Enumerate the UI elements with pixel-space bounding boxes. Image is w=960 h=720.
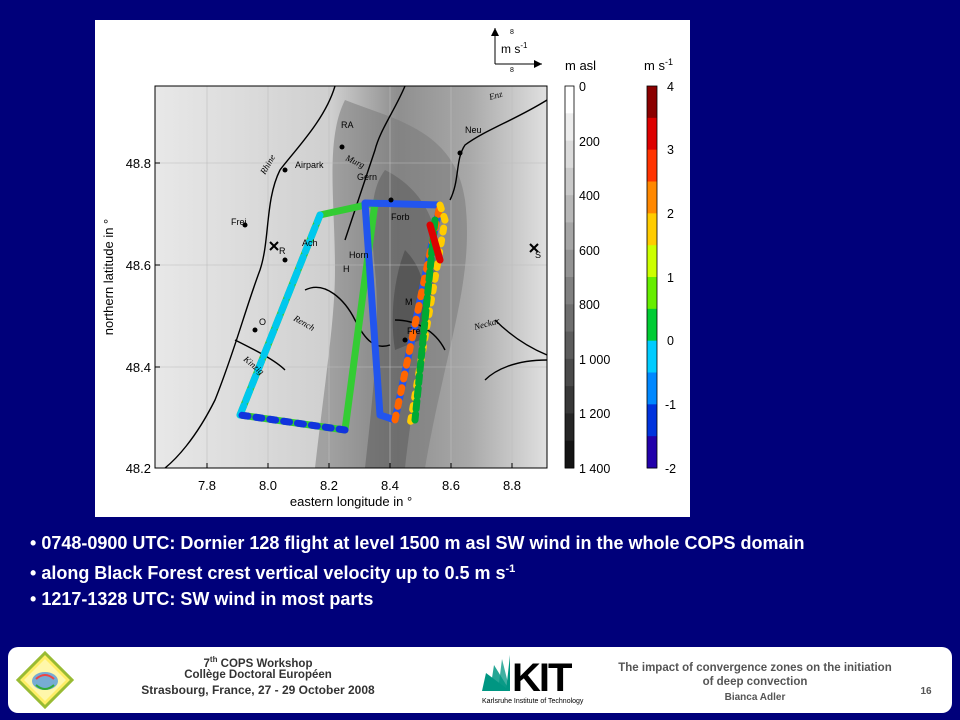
velocity-colorbar-segment [647, 372, 657, 405]
x-tick-label: 8.6 [442, 478, 460, 493]
height-tick-label: 600 [579, 244, 600, 258]
x-tick-label: 8.4 [381, 478, 399, 493]
footer-bar: 7th COPS Workshop Collège Doctoral Europ… [8, 647, 952, 713]
velocity-tick-label: 2 [667, 207, 674, 221]
height-colorbar-segment [565, 222, 574, 251]
y-tick-label: 48.2 [126, 461, 151, 476]
svg-text:O: O [259, 317, 266, 327]
svg-text:R: R [279, 246, 286, 256]
height-colorbar-segment [565, 113, 574, 142]
wind-reference-icon: m s-1 8 8 [491, 28, 542, 74]
bullet-item: • 1217-1328 UTC: SW wind in most parts [30, 589, 374, 609]
velocity-tick-label: 1 [667, 271, 674, 285]
velocity-bar-unit: m s [644, 58, 665, 73]
height-colorbar-segment [565, 167, 574, 196]
kit-logo-icon: KIT Karlsruhe Institute of Technology [482, 655, 584, 705]
height-colorbar-segment [565, 86, 574, 114]
wind-ref-unit: m s [501, 42, 520, 56]
svg-text:Ach: Ach [302, 238, 318, 248]
velocity-colorbar-segment [647, 245, 657, 278]
height-colorbar-segment [565, 195, 574, 223]
page-number: 16 [920, 686, 932, 697]
height-colorbar-segment [565, 413, 574, 442]
height-tick-label: 800 [579, 298, 600, 312]
flight-map-svg: RA Neu Airpark Gern Forb Frei Ach R Horn H O F… [101, 28, 676, 509]
wind-ref-top: 8 [510, 29, 514, 36]
velocity-colorbar-segment [647, 340, 657, 373]
height-colorbar-segment [565, 358, 574, 387]
velocity-tick-label: 4 [667, 80, 674, 94]
height-colorbar-segment [565, 277, 574, 305]
height-tick-label: 400 [579, 189, 600, 203]
talk-title: The impact of convergence zones on the i… [618, 662, 892, 688]
velocity-colorbar-segment [647, 181, 657, 214]
svg-text:S: S [535, 250, 541, 260]
height-colorbar: m asl 0 200 400 600 800 1 000 1 200 1 40… [564, 58, 610, 476]
author-name: Bianca Adler [724, 692, 786, 703]
velocity-colorbar-segment [647, 213, 657, 246]
velocity-tick-label: 0 [667, 334, 674, 348]
svg-text:KIT: KIT [512, 656, 572, 700]
velocity-colorbar-segment [647, 149, 657, 182]
height-tick-label: 1 000 [579, 353, 610, 367]
wind-ref-exp: -1 [520, 41, 528, 50]
x-tick-label: 8.0 [259, 478, 277, 493]
velocity-bar-exp: -1 [665, 57, 673, 67]
velocity-colorbar: m s-1 4 3 2 1 0 -1 -2 [644, 57, 676, 476]
velocity-tick-label: -2 [665, 462, 676, 476]
x-axis-label: eastern longitude in ° [290, 494, 412, 509]
height-colorbar-segment [565, 331, 574, 360]
map-panel: RA Neu Airpark Gern Forb Frei Ach R Horn H O F… [155, 86, 547, 468]
height-tick-label: 200 [579, 135, 600, 149]
bullet-item: • along Black Forest crest vertical velo… [30, 563, 516, 583]
height-colorbar-segment [565, 386, 574, 414]
svg-text:Airpark: Airpark [295, 160, 324, 170]
workshop-title: 7th COPS Workshop [203, 655, 313, 670]
wind-ref-bottom: 8 [510, 67, 514, 74]
velocity-colorbar-segment [647, 404, 657, 437]
x-tick-label: 8.2 [320, 478, 338, 493]
svg-text:RA: RA [341, 120, 354, 130]
cops-logo-icon [16, 651, 74, 709]
kit-logo-text: Karlsruhe Institute of Technology [482, 698, 584, 705]
svg-text:Gern: Gern [357, 172, 377, 182]
height-tick-label: 0 [579, 80, 586, 94]
bullet-item: • 0748-0900 UTC: Dornier 128 flight at l… [30, 533, 805, 553]
workshop-venue: Collège Doctoral Européen [184, 669, 332, 681]
height-bar-unit: m asl [565, 58, 596, 73]
svg-text:H: H [343, 264, 350, 274]
velocity-colorbar-segment [647, 277, 657, 310]
svg-text:Fre: Fre [407, 326, 421, 336]
svg-text:Enz: Enz [487, 89, 504, 103]
x-tick-label: 8.8 [503, 478, 521, 493]
y-tick-label: 48.4 [126, 360, 151, 375]
y-tick-label: 48.6 [126, 258, 151, 273]
velocity-colorbar-segment [647, 86, 657, 119]
flight-map-figure: RA Neu Airpark Gern Forb Frei Ach R Horn H O F… [95, 20, 690, 517]
y-tick-label: 48.8 [126, 156, 151, 171]
height-colorbar-segment [565, 249, 574, 278]
svg-text:Neu: Neu [465, 125, 482, 135]
svg-text:Horn: Horn [349, 250, 369, 260]
velocity-tick-label: 3 [667, 143, 674, 157]
height-colorbar-segment [565, 440, 574, 469]
svg-text:Frei: Frei [231, 217, 247, 227]
height-tick-label: 1 400 [579, 462, 610, 476]
height-colorbar-segment [565, 304, 574, 333]
velocity-tick-label: -1 [665, 398, 676, 412]
height-colorbar-segment [565, 140, 574, 169]
velocity-colorbar-segment [647, 117, 657, 151]
svg-text:M: M [405, 297, 413, 307]
svg-text:m s-1: m s-1 [644, 57, 673, 73]
height-tick-label: 1 200 [579, 407, 610, 421]
svg-text:Forb: Forb [391, 212, 410, 222]
workshop-place-date: Strasbourg, France, 27 - 29 October 2008 [141, 683, 375, 697]
y-axis-label: northern latitude in ° [101, 219, 116, 336]
x-tick-label: 7.8 [198, 478, 216, 493]
velocity-colorbar-segment [647, 436, 657, 469]
velocity-colorbar-segment [647, 308, 657, 342]
svg-text:m s-1: m s-1 [501, 41, 528, 56]
bullet-list: • 0748-0900 UTC: Dornier 128 flight at l… [30, 530, 940, 612]
